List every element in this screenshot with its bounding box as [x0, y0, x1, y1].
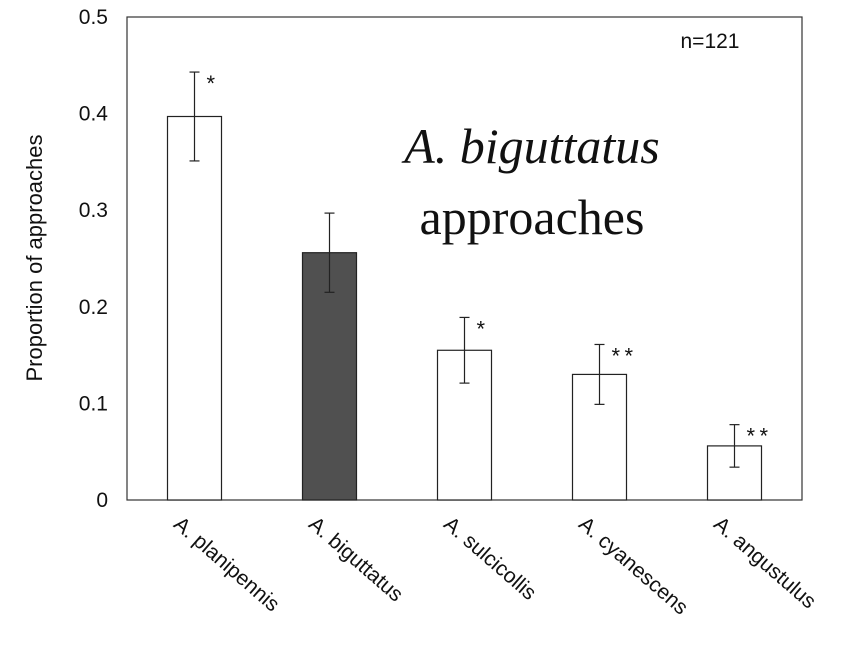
chart-title-approaches: approaches [420, 189, 645, 245]
y-tick-labels: 0 0.1 0.2 0.3 0.4 0.5 [79, 6, 109, 512]
significance-marker: * * [612, 343, 634, 368]
chart-title-species: A. biguttatus [401, 118, 660, 174]
error-bar [189, 71, 200, 162]
bar [166, 115, 223, 501]
x-tick-label: A. sulcicollis [439, 512, 540, 604]
y-tick-label: 0.3 [79, 199, 108, 222]
error-bar [459, 316, 470, 384]
bars-group: * * * * * * [166, 71, 769, 501]
x-tick-label: A. cyanescens [574, 512, 692, 619]
y-axis-label: Proportion of approaches [22, 134, 47, 381]
significance-marker: * [207, 71, 216, 96]
y-tick-label: 0.5 [79, 6, 108, 29]
x-tick-label: A. planipennis [169, 512, 284, 616]
bar [301, 252, 358, 501]
sample-size-annotation: n=121 [681, 30, 740, 53]
y-tick-label: 0.4 [79, 103, 109, 126]
x-tick-labels: A. planipennis A. biguttatus A. sulcicolli… [169, 512, 820, 619]
significance-marker: * * [747, 424, 769, 449]
error-bar [729, 424, 740, 468]
error-bar [324, 212, 335, 293]
y-tick-label: 0.2 [79, 296, 108, 319]
x-tick-label: A. biguttatus [304, 512, 407, 606]
error-bar [594, 343, 605, 405]
x-tick-label: A. angustulus [709, 512, 820, 613]
y-tick-label: 0.1 [79, 392, 108, 415]
bar [706, 445, 763, 501]
y-tick-label: 0 [96, 489, 108, 512]
significance-marker: * [477, 316, 486, 341]
